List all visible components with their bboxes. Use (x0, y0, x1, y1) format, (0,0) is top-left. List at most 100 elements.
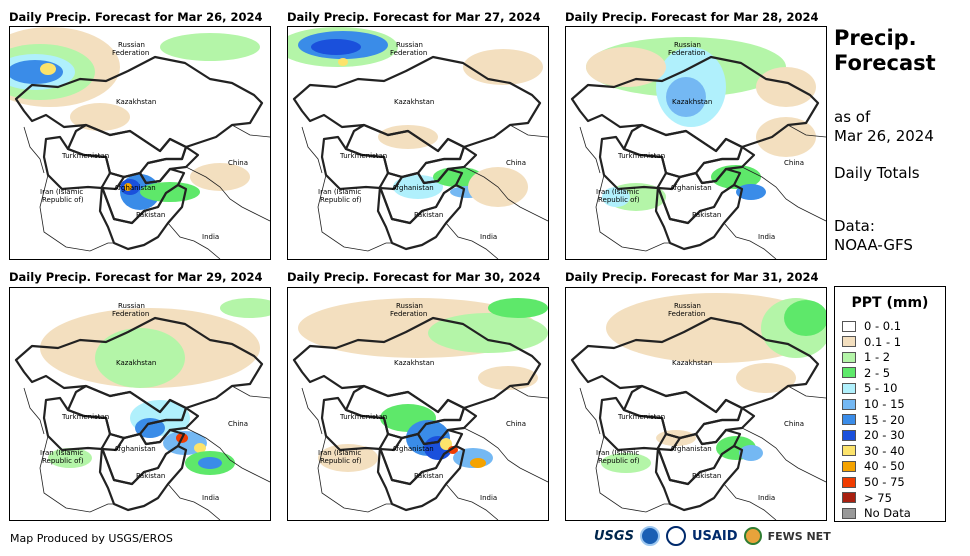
iran-border (595, 435, 670, 513)
precip-field (378, 125, 438, 149)
precip-field (95, 328, 185, 388)
kazakhstan-border (292, 316, 542, 414)
kazakhstan-border (14, 55, 264, 153)
caspian-shore (301, 387, 323, 435)
china-india-border (185, 427, 270, 483)
china-india-border (185, 166, 270, 222)
legend-item: 10 - 15 (842, 397, 905, 411)
label-federation: Federation (390, 49, 427, 57)
precip-field (488, 298, 548, 318)
label-turkmenistan: Turkmenistan (61, 152, 109, 160)
map-panel-4: Russian Federation Kazakhstan Turkmenist… (9, 287, 271, 521)
map-panel-5: Russian Federation Kazakhstan Turkmenist… (287, 287, 549, 521)
china-india-border (741, 427, 826, 483)
legend-label: 20 - 30 (864, 428, 905, 443)
side-title: Precip. Forecast (834, 26, 936, 76)
legend-item: 50 - 75 (842, 475, 905, 489)
precip-field (124, 183, 132, 191)
precip-field (190, 163, 250, 191)
precip-field (739, 445, 763, 461)
china-mongolia-border (787, 124, 826, 138)
label-pakistan: Pakistan (136, 472, 165, 480)
totals-label: Daily Totals (834, 164, 920, 182)
logo-strip: USGS USAID FEWS NET (594, 526, 831, 546)
label-kazakhstan: Kazakhstan (394, 98, 434, 106)
label-afghanistan: Afghanistan (670, 445, 712, 453)
label-kazakhstan: Kazakhstan (394, 359, 434, 367)
legend-label: > 75 (864, 490, 892, 505)
label-russia: Russian (118, 41, 145, 49)
legend-swatch (842, 367, 856, 379)
data-source: NOAA-GFS (834, 236, 913, 254)
caspian-shore (579, 126, 601, 174)
label-india: India (202, 233, 219, 241)
label-kazakhstan: Kazakhstan (116, 98, 156, 106)
legend-label: 10 - 15 (864, 397, 905, 411)
legend-title: PPT (mm) (851, 295, 929, 311)
panel-title-2: Daily Precip. Forecast for Mar 27, 2024 (287, 10, 541, 24)
legend-item: 5 - 10 (842, 381, 897, 395)
precip-field (318, 444, 378, 472)
label-russia: Russian (396, 302, 423, 310)
legend-label: 0.1 - 1 (864, 334, 902, 349)
pakistan-border (376, 444, 466, 512)
label-china: China (506, 420, 526, 428)
legend-swatch (842, 476, 856, 488)
fewsnet-logo: FEWS NET (767, 529, 831, 543)
legend-item: 15 - 20 (842, 413, 905, 427)
precip-field (601, 453, 651, 473)
legend-label: 0 - 0.1 (864, 319, 902, 333)
map-panel-6: Russian Federation Kazakhstan Turkmenist… (565, 287, 827, 521)
label-india: India (758, 494, 775, 502)
iran-border (595, 174, 670, 252)
legend-item: 0.1 - 1 (842, 335, 901, 349)
china-mongolia-border (509, 124, 548, 138)
iran-border (317, 174, 392, 252)
caspian-shore (579, 387, 601, 435)
label-pakistan: Pakistan (136, 211, 165, 219)
label-iran: Iran (Islamic (318, 449, 361, 457)
noaa-logo-icon (639, 526, 660, 546)
china-india-border (463, 166, 548, 222)
legend-label: 1 - 2 (864, 350, 891, 365)
map-panel-1: Russian Federation Kazakhstan Turkmenist… (9, 26, 271, 260)
legend-label: 30 - 40 (864, 443, 905, 458)
label-iran-2: Republic of) (42, 457, 84, 465)
label-iran: Iran (Islamic (318, 188, 361, 196)
panel-title-5: Daily Precip. Forecast for Mar 30, 2024 (287, 270, 541, 284)
legend-swatch (842, 398, 856, 410)
side-title-line2: Forecast (834, 51, 936, 75)
india-coast (167, 483, 221, 520)
side-title-line1: Precip. (834, 26, 917, 50)
precip-field (198, 457, 222, 469)
legend-item: 2 - 5 (842, 366, 890, 380)
legend-item: 20 - 30 (842, 428, 905, 442)
legend-item: 40 - 50 (842, 459, 905, 473)
usgs-logo: USGS (594, 528, 634, 544)
precip-field (220, 298, 270, 318)
label-china: China (506, 159, 526, 167)
label-federation: Federation (112, 310, 149, 318)
label-kazakhstan: Kazakhstan (672, 98, 712, 106)
label-india: India (480, 494, 497, 502)
label-china: China (228, 420, 248, 428)
label-afghanistan: Afghanistan (392, 184, 434, 192)
panel-title-1: Daily Precip. Forecast for Mar 26, 2024 (9, 10, 263, 24)
label-iran: Iran (Islamic (40, 449, 83, 457)
precip-field (448, 446, 458, 454)
usaid-seal-icon (665, 526, 686, 546)
iran-border (317, 435, 392, 513)
map-panel-3: Russian Federation Kazakhstan Turkmenist… (565, 26, 827, 260)
label-pakistan: Pakistan (692, 472, 721, 480)
label-india: India (480, 233, 497, 241)
legend-item: > 75 (842, 491, 892, 505)
precip-field (194, 443, 206, 453)
label-afghanistan: Afghanistan (670, 184, 712, 192)
precip-field (70, 103, 130, 131)
legend-item: 0 - 0.1 (842, 319, 901, 333)
label-federation: Federation (112, 49, 149, 57)
caspian-shore (23, 126, 45, 174)
pakistan-border (98, 444, 188, 512)
precip-field (470, 458, 486, 468)
label-kazakhstan: Kazakhstan (672, 359, 712, 367)
